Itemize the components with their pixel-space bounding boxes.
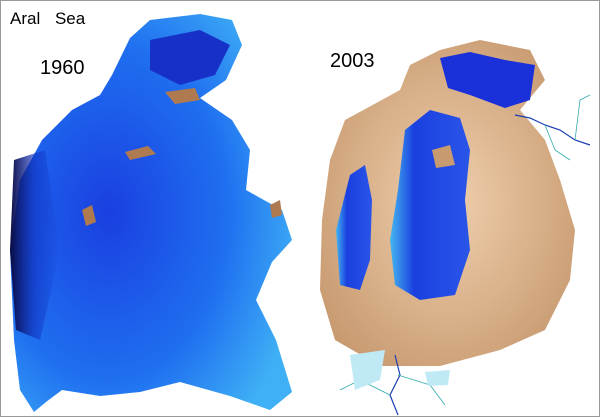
map-title: Aral Sea (10, 9, 86, 28)
island (125, 146, 156, 160)
island (270, 200, 282, 218)
sea-2003 (320, 40, 591, 416)
rivers (389, 114, 591, 416)
year-label: 1960 (40, 57, 85, 79)
deep-trough (10, 150, 60, 340)
year-label: 2003 (330, 50, 375, 72)
lakes (350, 350, 385, 390)
water (10, 14, 292, 412)
lakes (425, 370, 450, 386)
island (432, 145, 455, 168)
island (165, 88, 200, 104)
north-basin (150, 30, 230, 85)
north-basin (440, 52, 535, 108)
sea-1960 (10, 14, 292, 412)
island (82, 205, 96, 226)
west-basin (336, 165, 372, 290)
